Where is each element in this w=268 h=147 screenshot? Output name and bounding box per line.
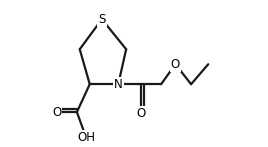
Text: O: O — [136, 107, 146, 120]
Text: OH: OH — [77, 131, 95, 144]
Text: O: O — [52, 106, 62, 118]
Text: S: S — [98, 13, 106, 26]
Text: N: N — [114, 78, 123, 91]
Text: O: O — [171, 58, 180, 71]
